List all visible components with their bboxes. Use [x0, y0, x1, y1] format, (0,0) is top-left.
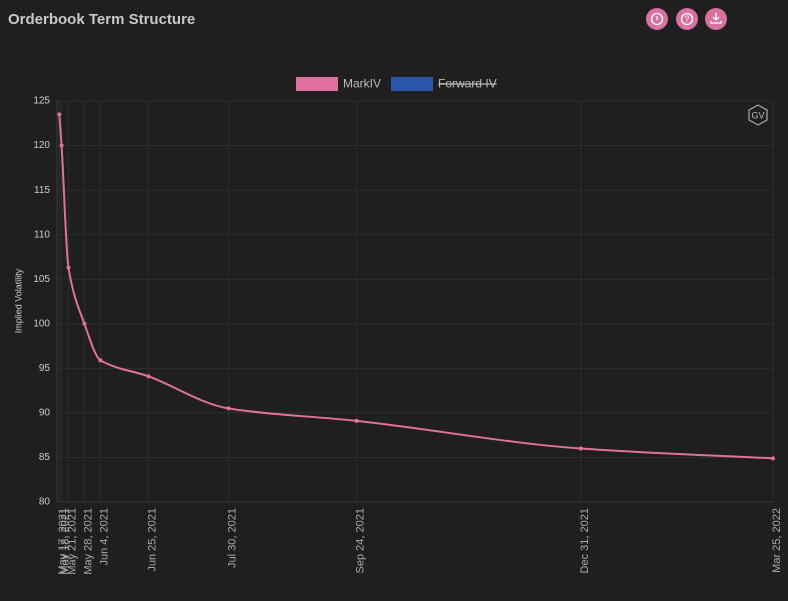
- y-tick-label: 115: [34, 185, 50, 196]
- y-tick-label: 100: [33, 318, 50, 329]
- x-tick-label: Jun 25, 2021: [146, 508, 158, 572]
- legend-label: Forward IV: [438, 77, 497, 91]
- legend-item[interactable]: MarkIV: [296, 77, 381, 91]
- x-tick-label: Jun 4, 2021: [98, 508, 110, 566]
- y-tick-label: 95: [39, 363, 51, 374]
- x-tick-label: Mar 25, 2022: [771, 508, 783, 573]
- point: [226, 406, 231, 411]
- x-tick-label: May 28, 2021: [82, 508, 94, 575]
- y-axis-label: Implied Volatility: [13, 268, 23, 333]
- legend-label: MarkIV: [343, 77, 381, 91]
- info-button[interactable]: [646, 8, 668, 30]
- point: [354, 418, 359, 423]
- y-tick-label: 125: [33, 96, 50, 107]
- x-tick-label: Sep 24, 2021: [355, 508, 367, 573]
- point: [57, 112, 62, 117]
- y-tick-label: 85: [39, 452, 51, 463]
- logo-text: GV: [751, 110, 764, 120]
- point: [98, 358, 103, 363]
- y-tick-label: 80: [39, 497, 51, 508]
- point: [82, 321, 87, 326]
- y-tick-label: 120: [33, 140, 50, 151]
- logo: GV: [748, 104, 768, 126]
- point: [59, 143, 64, 148]
- help-button[interactable]: ?: [676, 8, 698, 30]
- point: [578, 446, 583, 451]
- point: [66, 265, 71, 270]
- point: [146, 374, 151, 379]
- x-tick-label: May 18, 2021: [59, 508, 71, 575]
- download-button[interactable]: [705, 8, 727, 30]
- legend-swatch: [296, 77, 338, 91]
- y-tick-label: 105: [33, 274, 50, 285]
- x-tick-label: Dec 31, 2021: [579, 508, 591, 573]
- x-tick-label: May 17, 2021: [57, 508, 69, 575]
- x-tick-label: Jul 30, 2021: [226, 508, 238, 568]
- y-tick-label: 90: [39, 408, 51, 419]
- point: [771, 456, 775, 461]
- page-title: Orderbook Term Structure: [8, 11, 195, 28]
- svg-text:?: ?: [685, 15, 690, 24]
- x-tick-label: May 21, 2021: [66, 508, 78, 575]
- y-tick-label: 110: [34, 229, 50, 240]
- legend-swatch: [391, 77, 434, 91]
- legend-item[interactable]: Forward IV: [391, 77, 497, 91]
- line: [58, 114, 774, 460]
